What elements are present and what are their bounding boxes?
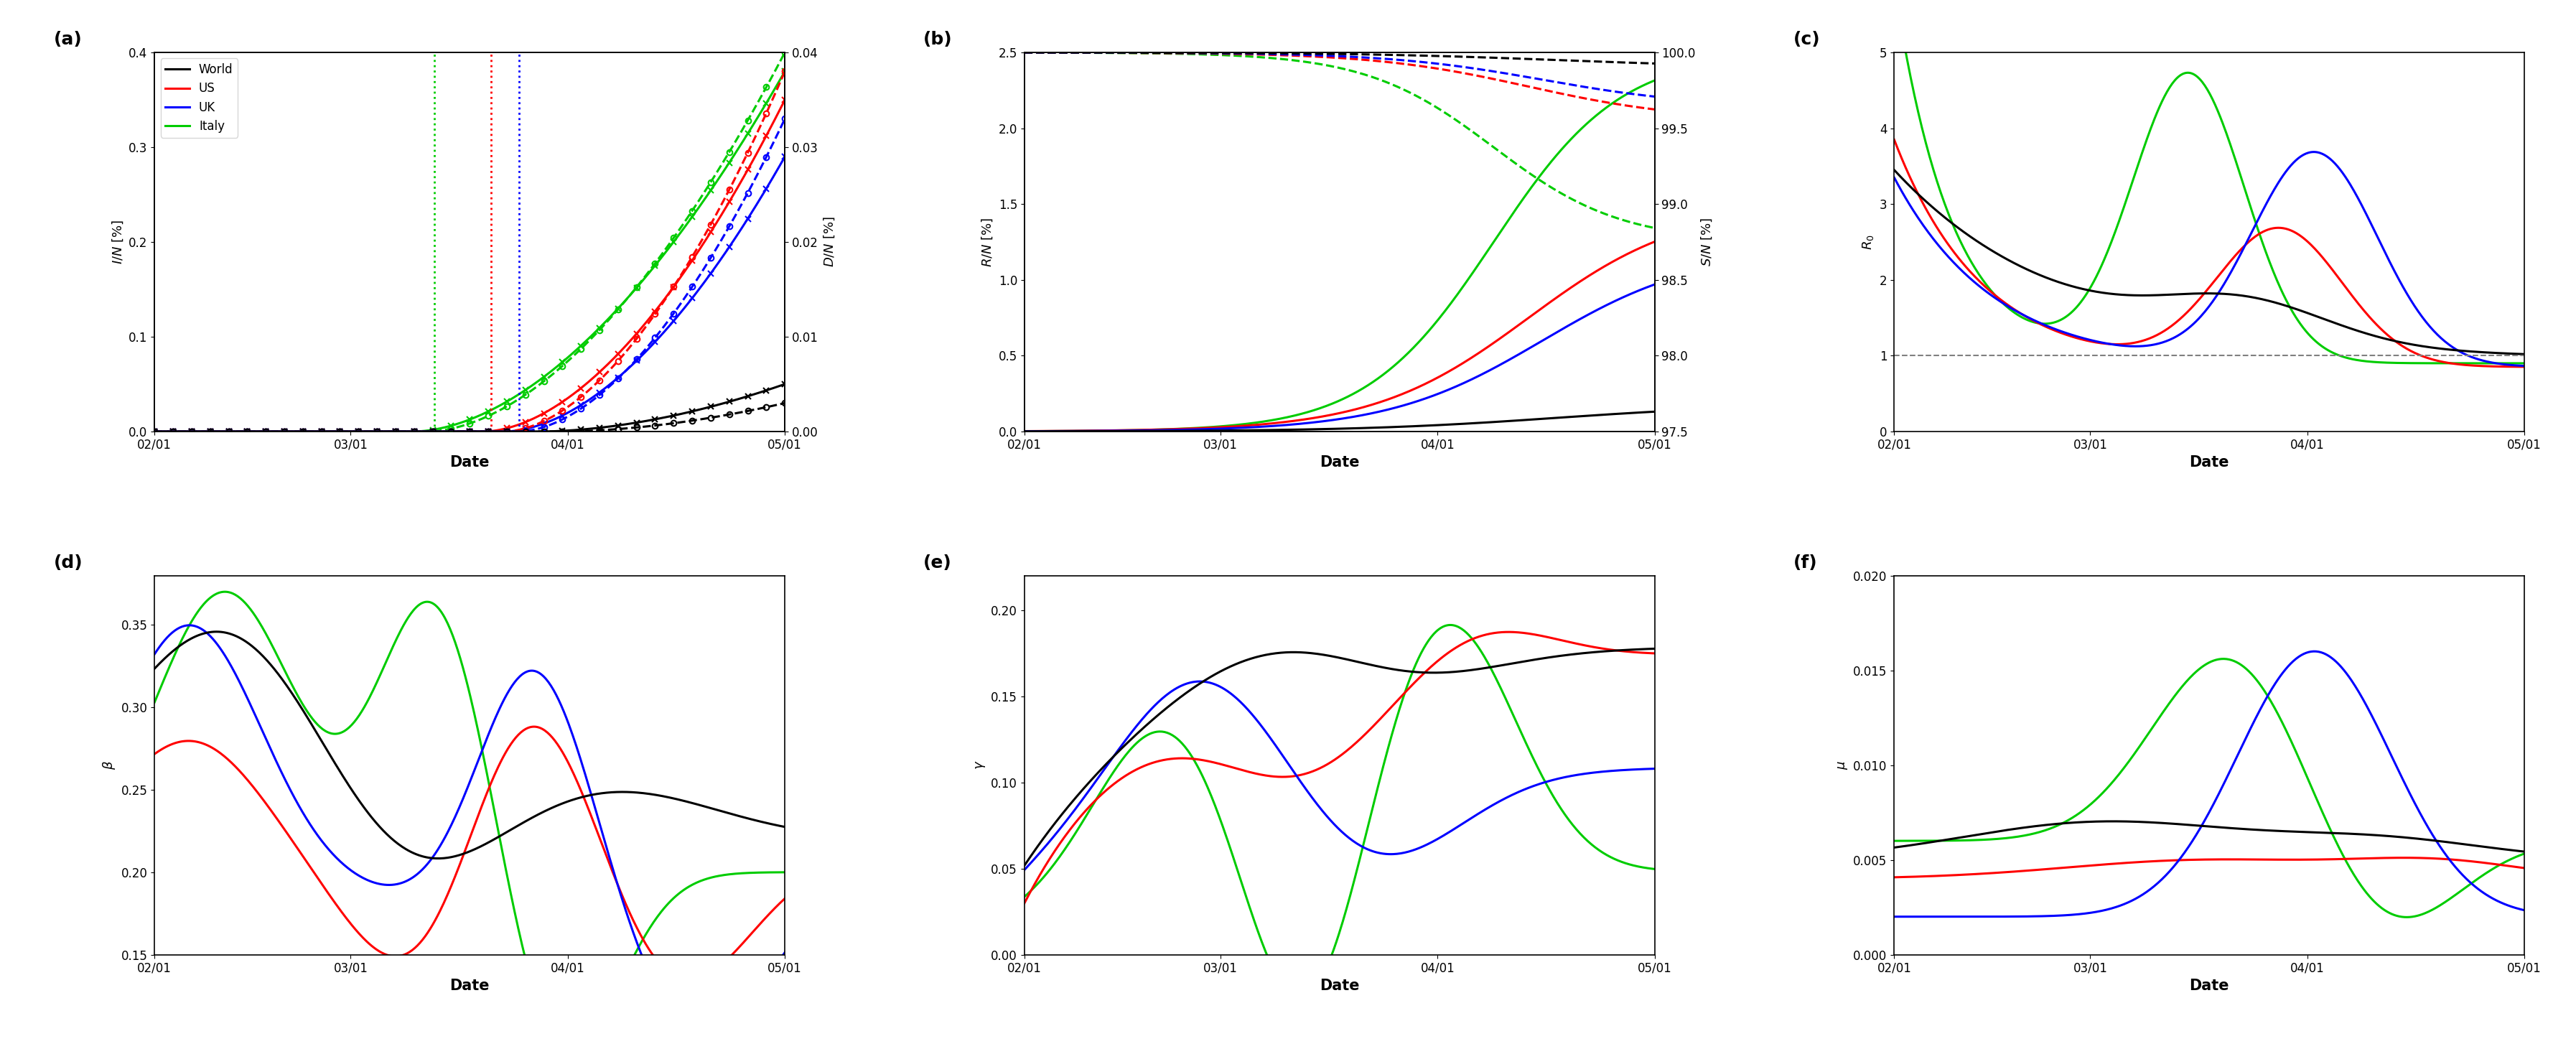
X-axis label: Date: Date [2190,455,2228,470]
Text: (b): (b) [925,31,953,48]
Y-axis label: $D/N$ [%]: $D/N$ [%] [822,216,837,267]
X-axis label: Date: Date [1319,455,1360,470]
Text: (a): (a) [54,31,82,48]
Y-axis label: $\gamma$: $\gamma$ [974,761,987,770]
Y-axis label: $R/N$ [%]: $R/N$ [%] [981,217,994,266]
Y-axis label: $I/N$ [%]: $I/N$ [%] [111,219,124,264]
X-axis label: Date: Date [451,979,489,992]
Text: (d): (d) [54,554,82,572]
Legend: World, US, UK, Italy: World, US, UK, Italy [160,59,237,137]
X-axis label: Date: Date [2190,979,2228,992]
Y-axis label: $\beta$: $\beta$ [100,761,116,770]
Text: (f): (f) [1793,554,1819,572]
Y-axis label: $R_0$: $R_0$ [1862,234,1875,250]
Y-axis label: $S/N$ [%]: $S/N$ [%] [1700,217,1713,266]
Text: (e): (e) [925,554,953,572]
Y-axis label: $\mu$: $\mu$ [1837,761,1850,770]
Text: (c): (c) [1793,31,1821,48]
X-axis label: Date: Date [451,455,489,470]
X-axis label: Date: Date [1319,979,1360,992]
